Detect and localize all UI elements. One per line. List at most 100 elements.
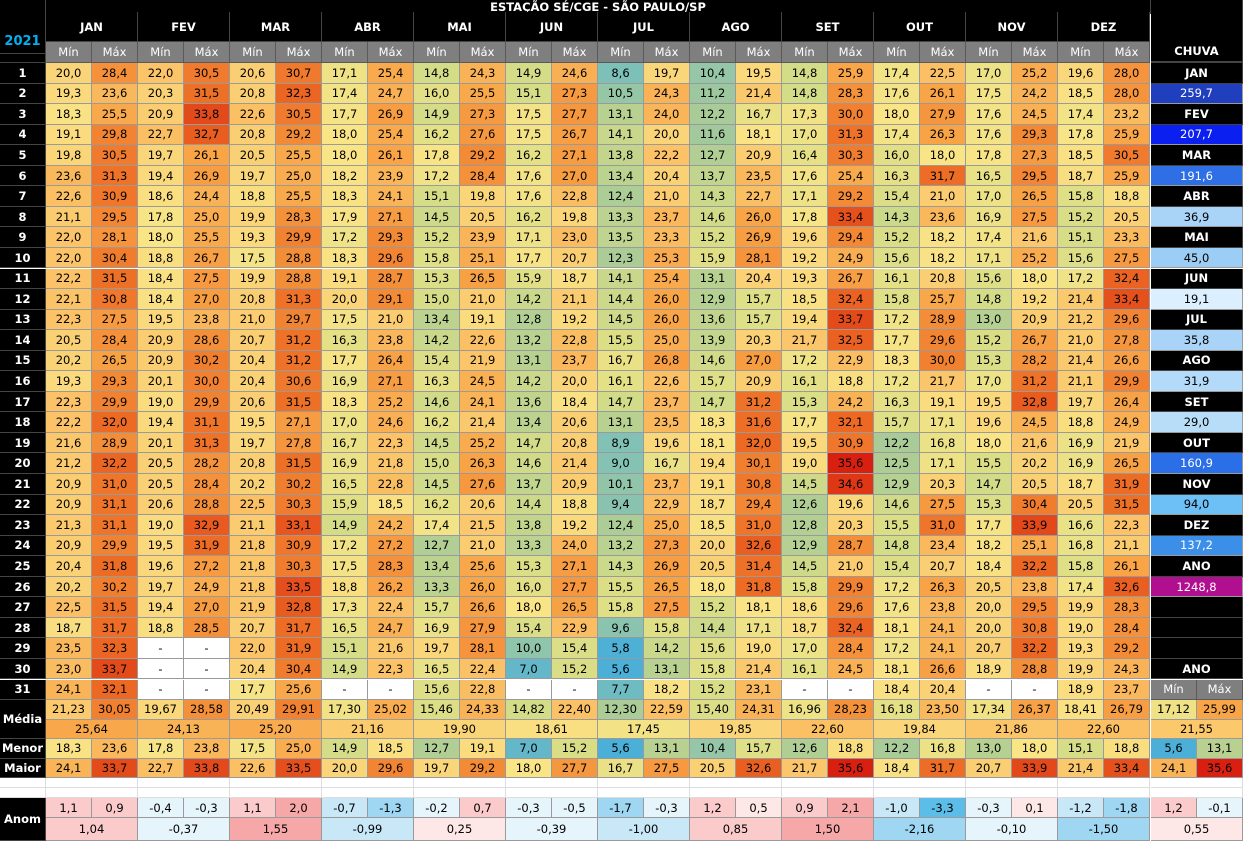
- daily-max-cell: 26,5: [644, 576, 690, 598]
- daily-min-cell: 17,3: [322, 597, 368, 618]
- daily-min-cell: 11,2: [690, 83, 736, 105]
- day-label: 17: [0, 391, 46, 413]
- spacer: [138, 778, 230, 789]
- daily-min-cell: 22,2: [46, 268, 92, 290]
- media-max: 26,79: [1104, 700, 1150, 720]
- daily-min-cell: 22,3: [46, 391, 92, 413]
- daily-min-cell: 16,8: [1058, 535, 1104, 557]
- daily-min-cell: 18,7: [1058, 474, 1104, 495]
- daily-min-cell: 17,0: [322, 412, 368, 433]
- daily-max-cell: 21,6: [1012, 227, 1058, 248]
- daily-min-cell: 21,8: [230, 535, 276, 557]
- daily-max-cell: 21,0: [828, 556, 874, 577]
- daily-max-cell: 20,3: [736, 330, 782, 351]
- daily-max-cell: 23,7: [644, 474, 690, 495]
- daily-min-cell: 17,1: [322, 63, 368, 84]
- max-header: Máx: [276, 42, 322, 63]
- daily-min-cell: 18,8: [1058, 412, 1104, 433]
- spacer: [414, 778, 506, 789]
- daily-max-cell: 18,2: [644, 679, 690, 701]
- daily-max-cell: 19,0: [736, 638, 782, 659]
- daily-max-cell: 24,7: [368, 617, 414, 639]
- month-header-abr: ABR: [322, 12, 414, 42]
- media-max: 22,40: [552, 700, 598, 720]
- daily-max-cell: 25,6: [460, 556, 506, 577]
- daily-max-cell: 28,9: [920, 309, 966, 331]
- daily-max-cell: 18,2: [920, 247, 966, 269]
- daily-min-cell: 15,5: [598, 330, 644, 351]
- daily-min-cell: 15,8: [874, 289, 920, 310]
- daily-min-cell: 13,3: [598, 206, 644, 228]
- day-label: 4: [0, 124, 46, 146]
- daily-min-cell: 20,2: [230, 474, 276, 495]
- max-header: Máx: [920, 42, 966, 63]
- daily-min-cell: 20,4: [46, 556, 92, 577]
- daily-max-cell: 18,0: [920, 145, 966, 166]
- daily-min-cell: 15,9: [322, 494, 368, 516]
- spacer: [46, 788, 138, 799]
- daily-max-cell: 19,1: [920, 391, 966, 413]
- daily-max-cell: 26,0: [644, 289, 690, 310]
- daily-min-cell: 16,5: [414, 658, 460, 680]
- rain-value: 36,9: [1151, 206, 1243, 228]
- anom-max: -0,5: [552, 798, 598, 819]
- maior-min: 19,7: [414, 758, 460, 779]
- daily-min-cell: 13,3: [414, 576, 460, 598]
- daily-max-cell: 21,8: [368, 453, 414, 474]
- daily-min-cell: 13,2: [506, 330, 552, 351]
- daily-min-cell: -: [138, 679, 184, 701]
- daily-min-cell: 22,0: [138, 63, 184, 84]
- daily-max-cell: 27,9: [920, 104, 966, 125]
- daily-min-cell: 14,5: [414, 474, 460, 495]
- daily-max-cell: 30,4: [1012, 494, 1058, 516]
- daily-min-cell: 20,5: [230, 145, 276, 166]
- daily-min-cell: 19,6: [782, 227, 828, 248]
- daily-max-cell: 26,9: [644, 556, 690, 577]
- daily-max-cell: 19,7: [644, 63, 690, 84]
- rain-value: 29,0: [1151, 412, 1243, 433]
- daily-max-cell: 30,0: [828, 104, 874, 125]
- daily-min-cell: 23,5: [46, 638, 92, 659]
- daily-min-cell: 15,0: [414, 289, 460, 310]
- daily-min-cell: 14,5: [598, 309, 644, 331]
- daily-max-cell: 30,3: [828, 145, 874, 166]
- spacer: [598, 778, 690, 789]
- media-max: 22,59: [644, 700, 690, 720]
- daily-max-cell: 14,2: [644, 638, 690, 659]
- daily-min-cell: 19,3: [46, 371, 92, 392]
- day-label: 19: [0, 432, 46, 454]
- daily-min-cell: 12,8: [782, 515, 828, 536]
- daily-min-cell: 16,3: [874, 391, 920, 413]
- spacer: [966, 788, 1058, 799]
- daily-max-cell: 23,6: [920, 206, 966, 228]
- daily-min-cell: 21,0: [230, 309, 276, 331]
- daily-max-cell: 31,5: [276, 453, 322, 474]
- daily-min-cell: 16,9: [322, 371, 368, 392]
- daily-max-cell: 15,7: [736, 289, 782, 310]
- maior-min: 18,0: [506, 758, 552, 779]
- daily-max-cell: -: [184, 638, 230, 659]
- daily-max-cell: 28,3: [828, 83, 874, 105]
- min-header: Mín: [690, 42, 736, 63]
- daily-min-cell: 18,0: [322, 145, 368, 166]
- daily-max-cell: 23,3: [1104, 227, 1150, 248]
- daily-max-cell: 21,0: [368, 309, 414, 331]
- day-label: 22: [0, 494, 46, 516]
- daily-max-cell: 31,0: [736, 515, 782, 536]
- daily-max-cell: 24,1: [460, 391, 506, 413]
- spacer: [874, 788, 966, 799]
- daily-min-cell: 19,2: [782, 247, 828, 269]
- day-label: 14: [0, 330, 46, 351]
- daily-max-cell: 29,9: [92, 391, 138, 413]
- daily-max-cell: 25,4: [828, 165, 874, 187]
- daily-min-cell: 8,6: [598, 63, 644, 84]
- daily-max-cell: 25,9: [828, 63, 874, 84]
- maior-min: 24,1: [1151, 758, 1197, 779]
- daily-min-cell: 16,1: [874, 268, 920, 290]
- daily-max-cell: 29,7: [276, 309, 322, 331]
- daily-max-cell: -: [368, 679, 414, 701]
- daily-min-cell: 16,4: [782, 145, 828, 166]
- daily-min-cell: 13,6: [506, 391, 552, 413]
- daily-min-cell: 14,3: [874, 206, 920, 228]
